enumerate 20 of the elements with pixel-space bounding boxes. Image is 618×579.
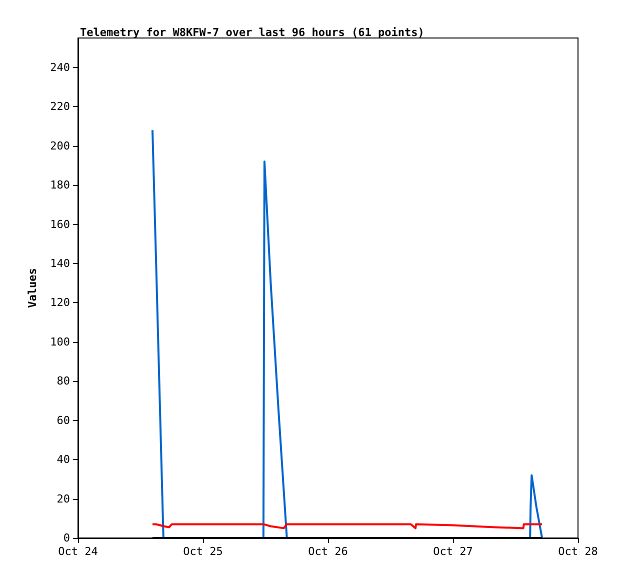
y-tick-label: 60: [56, 414, 70, 427]
y-tick-label: 40: [56, 453, 70, 466]
y-tick-label: 80: [56, 374, 70, 388]
y-tick-label: 20: [56, 492, 70, 506]
y-tick-label: 140: [50, 256, 70, 270]
y-tick-label: 0: [63, 532, 70, 544]
y-tick-label: 220: [50, 100, 70, 114]
x-tick-label: Oct 26: [308, 545, 348, 558]
chart-title: Telemetry for W8KFW-7 over last 96 hours (61 points): [80, 26, 424, 39]
y-tick-label: 240: [50, 60, 70, 74]
x-tick-label: Oct 28: [558, 545, 598, 558]
y-tick-label: 180: [50, 178, 70, 192]
x-tick-label: Oct 27: [433, 545, 473, 558]
y-axis-title: Values: [26, 268, 39, 308]
y-tick-label: 120: [50, 296, 70, 310]
x-tick-label: Oct 25: [183, 545, 223, 558]
x-tick-label: Oct 24: [58, 545, 98, 558]
y-tick-label: 160: [50, 218, 70, 231]
y-tick-label: 100: [50, 335, 70, 348]
y-tick-label: 200: [50, 139, 70, 152]
